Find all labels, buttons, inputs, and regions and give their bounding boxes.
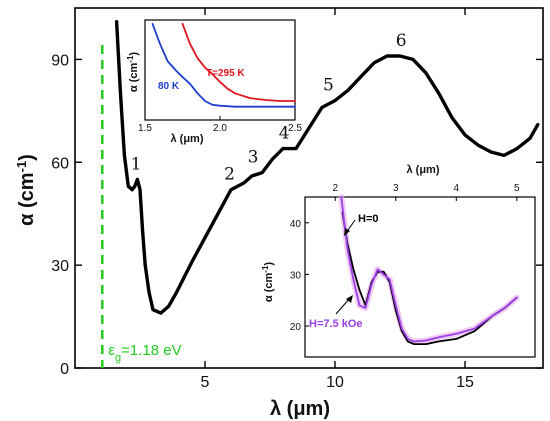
arrow-h75 [335, 297, 351, 315]
peak-label-4: 4 [279, 124, 290, 144]
inset-bottom-y-tick-label: 30 [290, 270, 302, 281]
inset-top-x-tick-label: 2.5 [288, 123, 302, 134]
arrow-h75-head [346, 295, 353, 303]
inset-bottom-x-tick-label: 5 [514, 183, 520, 194]
inset-bottom-x-tick-label: 2 [332, 183, 338, 194]
main-x-tick-label: 5 [201, 374, 210, 391]
peak-label-5: 5 [323, 76, 334, 96]
inset-bottom-series-group [338, 194, 520, 345]
peak-labels: 1 234 5 6 [131, 31, 407, 185]
main-x-axis-label: λ (μm) [270, 398, 330, 420]
inset-bottom-series-h75 [340, 196, 518, 343]
inset-top-series-group [151, 22, 296, 108]
inset-top-x-axis-label: λ (μm) [170, 133, 203, 145]
main-y-tick-label: 0 [60, 361, 69, 378]
inset-top-frame [144, 19, 296, 121]
inset-top-x-tick-label: 2.0 [213, 123, 227, 134]
bandgap-marker: εg=1.18 eV [101, 45, 182, 368]
main-series-group [114, 20, 540, 315]
peak-label-1: 1 [131, 154, 142, 174]
inset-bottom-axes: 2 3 4 5 20 30 40 [290, 183, 520, 333]
main-y-tick-label: 30 [51, 258, 69, 275]
main-x-tick-label: 10 [326, 374, 344, 391]
label-h0: H=0 [358, 213, 379, 225]
inset-bottom-x-axis-label: λ (μm) [406, 164, 439, 176]
peak-label-3: 3 [248, 148, 259, 168]
peak-label-6: 6 [396, 31, 407, 51]
bandgap-label: εg=1.18 eV [108, 342, 181, 364]
main-absorption-curve [114, 20, 540, 315]
legend-80k: 80 K [158, 81, 180, 92]
inset-top-series-0 [151, 22, 296, 108]
peak-label-2: 2 [224, 165, 235, 185]
inset-top-x-tick-label: 1.5 [138, 123, 152, 134]
inset-bottom-frame [304, 196, 536, 358]
inset-top-series-1 [181, 22, 296, 102]
main-y-axis-label: α (cm-1) [14, 154, 39, 226]
inset-top-axes: 1.5 2.0 2.5 [138, 116, 302, 134]
arrow-h0-head [344, 228, 350, 236]
main-y-tick-label: 90 [51, 52, 69, 69]
main-x-tick-label: 15 [456, 374, 474, 391]
inset-bottom-series-h0 [341, 211, 518, 345]
legend-295k: T=295 K [206, 68, 245, 79]
main-y-tick-label: 60 [51, 155, 69, 172]
inset-bottom-x-tick-label: 3 [393, 183, 399, 194]
label-h75: H=7.5 kOe [309, 318, 363, 330]
inset-bottom-x-tick-label: 4 [454, 183, 460, 194]
inset-bottom-y-tick-label: 40 [290, 219, 302, 230]
inset-bottom-y-tick-label: 20 [290, 322, 302, 333]
